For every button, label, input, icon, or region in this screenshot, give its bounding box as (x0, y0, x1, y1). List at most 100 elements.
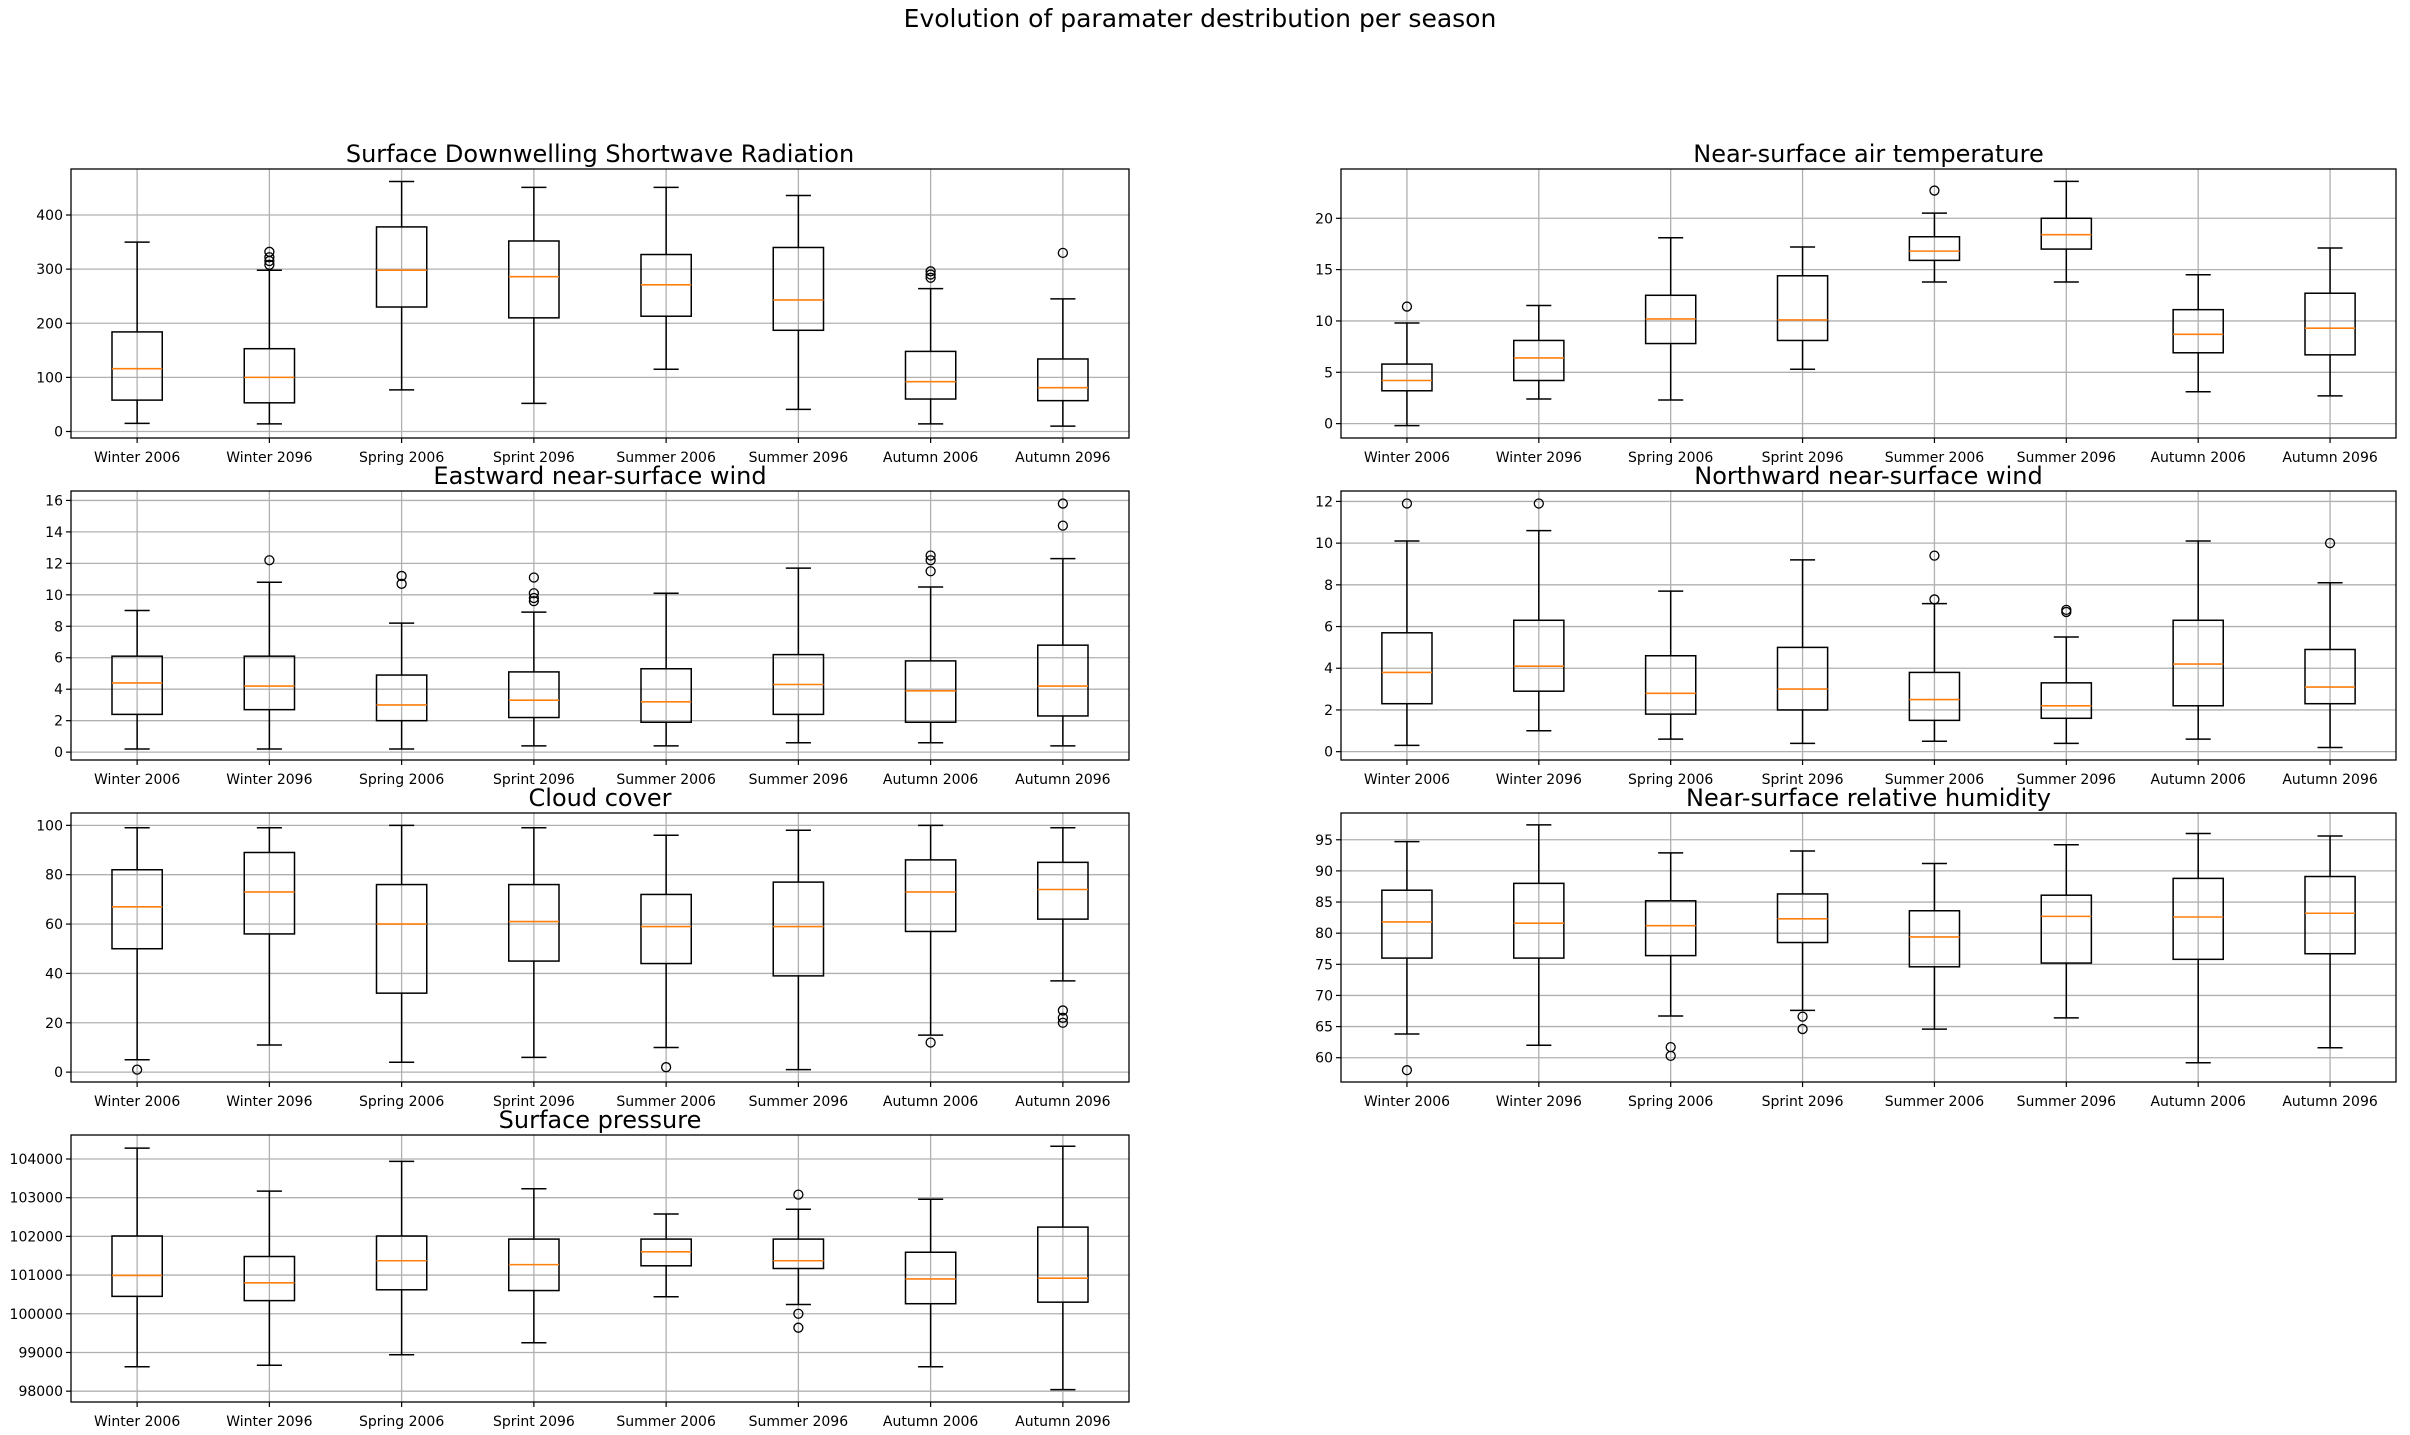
x-tick-label: Autumn 2096 (1015, 772, 1110, 788)
y-tick-label: 80 (45, 868, 63, 884)
x-tick-label: Sprint 2096 (1762, 772, 1844, 788)
box-3 (1644, 590, 1697, 740)
x-tick-label: Winter 2006 (94, 772, 180, 788)
box-rect (904, 350, 957, 400)
box-2 (1513, 304, 1565, 400)
figure-suptitle: Evolution of paramater destribution per … (903, 4, 1497, 33)
box-rect (904, 1251, 957, 1305)
box-3 (375, 180, 428, 391)
box-8 (2304, 247, 2356, 397)
box-6 (2040, 844, 2093, 1019)
outlier-point (264, 259, 275, 270)
box-8 (2304, 835, 2356, 1049)
y-tick-label: 6 (54, 651, 63, 667)
box-rect (640, 893, 693, 965)
x-tick-label: Winter 2096 (226, 1414, 312, 1430)
box-8 (1036, 498, 1089, 747)
y-tick-label: 16 (45, 493, 63, 509)
outlier-point (1929, 185, 1940, 196)
box-4 (1776, 559, 1829, 745)
x-tick-label: Autumn 2096 (1015, 1094, 1110, 1110)
box-1 (1381, 840, 1433, 1076)
y-tick-label: 70 (1315, 988, 1333, 1004)
outlier-point (1401, 301, 1413, 312)
outlier-point (793, 1189, 804, 1200)
box-rect (111, 869, 164, 950)
outlier-point (1533, 498, 1544, 509)
box-7 (904, 266, 957, 425)
box-7 (2172, 540, 2224, 740)
outlier-point (1057, 1017, 1069, 1028)
box-1 (111, 1147, 164, 1368)
x-tick-label: Summer 2006 (1885, 1094, 1985, 1110)
box-rect (640, 668, 693, 723)
box-7 (904, 550, 957, 744)
x-tick-label: Winter 2096 (226, 772, 312, 788)
box-rect (1513, 882, 1565, 959)
x-tick-label: Autumn 2096 (2282, 1094, 2377, 1110)
outlier-point (528, 592, 540, 604)
axes-frame (70, 812, 1130, 1083)
x-tick-label: Sprint 2096 (493, 1094, 575, 1110)
x-tick-label: Sprint 2096 (493, 450, 575, 466)
outlier-point (925, 272, 936, 283)
box-1 (111, 827, 164, 1075)
box-rect (1381, 889, 1433, 959)
y-tick-label: 20 (45, 1016, 63, 1032)
y-tick-label: 103000 (10, 1191, 63, 1207)
x-tick-label: Sprint 2096 (1762, 450, 1844, 466)
box-1 (1381, 498, 1433, 747)
chart-panel-1: 0 100 200 300 400 Winter 2006 Winter 2096 Sprin… (36, 140, 1130, 466)
chart-panel-2: 0 5 10 15 20 Winter 2006 Winter 2096 Spring 200… (1315, 140, 2397, 466)
box-rect (1036, 644, 1089, 717)
y-tick-label: 5 (1324, 365, 1333, 381)
x-tick-label: Spring 2006 (1628, 450, 1713, 466)
axes-frame (70, 168, 1130, 439)
box-2 (1513, 824, 1565, 1047)
x-tick-label: Summer 2096 (2017, 772, 2117, 788)
box-5 (1908, 862, 1961, 1030)
box-rect (111, 655, 164, 716)
y-tick-label: 0 (54, 745, 63, 761)
box-rect (243, 347, 296, 404)
y-tick-label: 10 (45, 588, 63, 604)
x-tick-label: Summer 2096 (2017, 1094, 2117, 1110)
outlier-point (925, 550, 936, 561)
x-tick-label: Spring 2006 (1628, 1094, 1713, 1110)
y-tick-label: 60 (45, 917, 63, 933)
y-tick-label: 4 (1324, 661, 1333, 677)
box-rect (1776, 646, 1829, 711)
box-rect (2304, 648, 2356, 705)
box-rect (1381, 632, 1433, 705)
box-rect (772, 246, 825, 332)
box-rect (111, 331, 164, 401)
box-8 (2304, 537, 2356, 749)
y-tick-label: 100 (36, 370, 63, 386)
box-2 (243, 827, 296, 1046)
x-tick-label: Winter 2096 (1496, 1094, 1582, 1110)
box-rect (1036, 358, 1089, 402)
box-rect (2040, 894, 2093, 964)
outlier-point (528, 595, 540, 607)
box-7 (2172, 274, 2224, 393)
x-tick-label: Spring 2006 (1628, 772, 1713, 788)
x-tick-label: Spring 2006 (359, 772, 444, 788)
box-rect (1036, 861, 1089, 920)
x-tick-label: Winter 2096 (1496, 450, 1582, 466)
outlier-point (2061, 604, 2072, 616)
y-tick-label: 2 (54, 714, 63, 730)
chart-panel-6: 60 65 70 75 80 85 90 95 Winter 2006 Winter 2096 Sp… (1315, 784, 2397, 1110)
x-tick-label: Autumn 2006 (2150, 1094, 2245, 1110)
box-2 (243, 555, 296, 750)
box-4 (507, 186, 560, 405)
box-rect (1381, 363, 1433, 392)
x-tick-label: Spring 2006 (359, 1094, 444, 1110)
outlier-point (1057, 498, 1069, 509)
box-6 (2040, 180, 2093, 283)
x-tick-label: Summer 2006 (616, 450, 716, 466)
x-tick-label: Winter 2006 (1364, 772, 1450, 788)
x-tick-label: Winter 2006 (1364, 1094, 1450, 1110)
y-tick-label: 100000 (10, 1307, 63, 1323)
y-tick-label: 104000 (10, 1152, 63, 1168)
outlier-point (528, 588, 540, 599)
